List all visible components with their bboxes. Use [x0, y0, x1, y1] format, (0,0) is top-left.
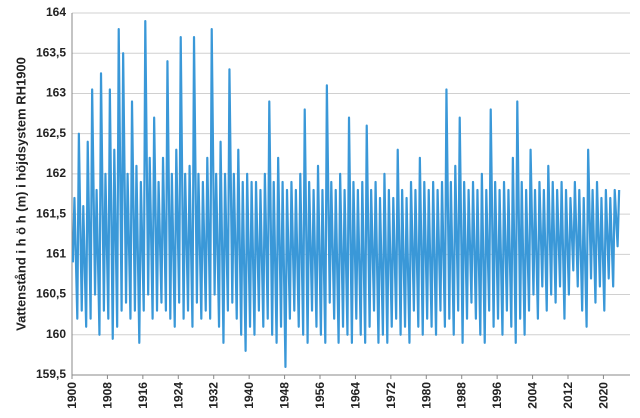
y-tick-label: 160	[46, 327, 66, 341]
x-tick-label: 1916	[136, 382, 150, 409]
x-tick-label: 1900	[65, 382, 79, 409]
y-tick-label: 161	[46, 247, 66, 261]
x-tick-label: 2020	[596, 382, 610, 409]
x-tick-label: 1940	[242, 382, 256, 409]
y-tick-label: 159,5	[36, 367, 66, 381]
x-tick-label: 1964	[348, 382, 362, 409]
x-tick-label: 2012	[561, 382, 575, 409]
y-tick-label: 163,5	[36, 45, 66, 59]
x-tick-label: 1972	[384, 382, 398, 409]
y-tick-label: 162	[46, 166, 66, 180]
x-tick-label: 1988	[455, 382, 469, 409]
x-tick-label: 1932	[207, 382, 221, 409]
y-tick-label: 162,5	[36, 126, 66, 140]
x-tick-label: 1924	[171, 382, 185, 409]
x-tick-label: 1996	[490, 382, 504, 409]
data-line	[71, 19, 621, 369]
y-tick-label: 164	[46, 5, 66, 19]
y-tick-label: 160,5	[36, 287, 66, 301]
x-tick-label: 1948	[278, 382, 292, 409]
x-tick-label: 2004	[526, 382, 540, 409]
y-axis-label: Vattenstånd i h ö h (m) i höjdsystem RH1…	[13, 57, 28, 331]
x-tick-label: 1956	[313, 382, 327, 409]
y-tick-label: 161,5	[36, 206, 66, 220]
x-tick-label: 1908	[100, 382, 114, 409]
x-tick-label: 1980	[419, 382, 433, 409]
y-tick-label: 163	[46, 86, 66, 100]
